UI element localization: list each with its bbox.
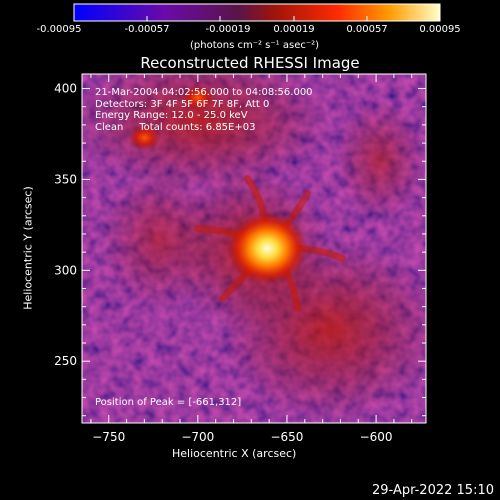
x-tick-label: −600 bbox=[360, 430, 393, 444]
x-tick-label: −700 bbox=[181, 430, 214, 444]
colorbar-tick-label: -0.00019 bbox=[205, 24, 251, 35]
x-tick-label: −750 bbox=[92, 430, 125, 444]
annotation-line: 21-Mar-2004 04:02:56.000 to 04:08:56.000 bbox=[95, 87, 313, 98]
annotation-line: Energy Range: 12.0 - 25.0 keV bbox=[95, 110, 248, 121]
secondary-source bbox=[128, 124, 161, 151]
footer-timestamp: 29-Apr-2022 15:10 bbox=[372, 483, 494, 498]
peak-source bbox=[227, 212, 308, 285]
colorbar-tick-label: -0.00057 bbox=[124, 24, 170, 35]
x-tick-label: −650 bbox=[270, 430, 303, 444]
x-axis-label: Heliocentric X (arcsec) bbox=[172, 447, 297, 460]
annotation-line: Detectors: 3F 4F 5F 6F 7F 8F, Att 0 bbox=[95, 98, 270, 110]
y-axis-label: Heliocentric Y (arcsec) bbox=[21, 186, 35, 310]
secondary-source bbox=[181, 84, 214, 111]
colorbar-tick-label: 0.00019 bbox=[273, 24, 315, 35]
observation-info: 21-Mar-2004 04:02:56.000 to 04:08:56.000… bbox=[95, 87, 313, 133]
y-tick-label: 400 bbox=[54, 82, 77, 96]
colorbar-tick-label: 0.00057 bbox=[346, 24, 388, 35]
y-tick-label: 300 bbox=[54, 263, 77, 277]
colorbar-units: (photons cm⁻² s⁻¹ asec⁻²) bbox=[190, 40, 320, 51]
colorbar-gradient bbox=[73, 3, 441, 22]
chart-title: Reconstructed RHESSI Image bbox=[140, 54, 360, 72]
peak-position-label: Position of Peak = [-661,312] bbox=[95, 397, 242, 408]
colorbar-tick-label: 0.00095 bbox=[419, 24, 461, 35]
annotation-line: Clean Total counts: 6.85E+03 bbox=[95, 121, 256, 133]
y-tick-label: 250 bbox=[54, 354, 77, 368]
colorbar bbox=[73, 3, 441, 22]
y-tick-label: 350 bbox=[54, 172, 77, 186]
colorbar-tick-label: -0.00095 bbox=[36, 24, 82, 35]
